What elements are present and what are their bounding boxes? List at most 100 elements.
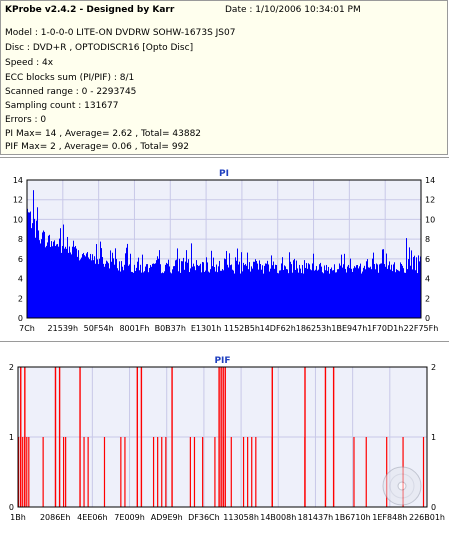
pi-bar — [203, 262, 204, 318]
pi-bar — [351, 268, 352, 318]
pi-bar — [97, 259, 98, 318]
pi-bar — [362, 271, 363, 318]
pi-bar — [76, 248, 77, 318]
pi-bar — [43, 230, 44, 318]
pi-bar — [287, 269, 288, 318]
pif-stats: PIF Max= 2 , Average= 0.06 , Total= 992 — [5, 142, 190, 152]
y-tick-label-left: 2 — [18, 294, 23, 303]
y-tick-label-left: 8 — [18, 235, 23, 244]
pi-bar — [387, 268, 388, 318]
pi-bar — [183, 257, 184, 318]
pi-bar — [83, 252, 84, 318]
pi-bar — [312, 263, 313, 318]
pi-bar — [233, 270, 234, 318]
pi-bar — [278, 273, 279, 318]
pi-bar — [154, 263, 155, 318]
pi-bar — [352, 271, 353, 318]
x-tick-label: 22F75Fh — [404, 324, 439, 333]
pi-bar — [350, 258, 351, 318]
pi-bar — [204, 271, 205, 318]
pi-bar — [348, 264, 349, 318]
pi-bar — [377, 264, 378, 318]
pi-bar — [402, 265, 403, 318]
pi-bar — [228, 267, 229, 318]
pif-bar — [124, 437, 126, 507]
pi-bar — [123, 270, 124, 318]
pif-bar — [165, 437, 167, 507]
pi-bar — [259, 260, 260, 318]
pi-bar — [399, 271, 400, 318]
pi-bar — [55, 246, 56, 318]
x-tick-label: 1Bh — [10, 513, 26, 522]
pi-bar — [126, 247, 127, 318]
pi-bar — [243, 262, 244, 318]
pif-bar — [255, 437, 257, 507]
pi-bar — [143, 272, 144, 318]
pi-bar — [308, 263, 309, 318]
pi-bar — [63, 224, 64, 318]
pi-bar — [117, 268, 118, 318]
pi-bar — [178, 271, 179, 318]
x-tick-label: 113058h — [223, 513, 259, 522]
pi-bar — [295, 269, 296, 318]
pi-bar — [122, 266, 123, 318]
pi-bar — [375, 269, 376, 318]
pif-bar — [189, 437, 191, 507]
pi-bar — [397, 269, 398, 318]
pi-bar — [112, 252, 113, 318]
y-tick-label-right: 0 — [425, 314, 430, 323]
y-tick-label-right: 2 — [425, 294, 430, 303]
pi-bar — [279, 270, 280, 318]
x-tick-label: 7Ch — [19, 324, 35, 333]
pi-bar — [325, 270, 326, 318]
pi-bar — [188, 259, 189, 318]
pi-bar — [93, 260, 94, 318]
pi-bar — [206, 257, 207, 318]
pif-bar — [202, 437, 204, 507]
pi-bar — [32, 223, 33, 318]
pi-bar — [175, 260, 176, 318]
pi-bar — [42, 232, 43, 318]
pi-bar — [219, 260, 220, 318]
pi-bar — [284, 265, 285, 318]
pi-bar — [418, 255, 419, 318]
pi-bar — [396, 269, 397, 318]
pi-bar — [111, 261, 112, 318]
pi-bar — [372, 258, 373, 318]
pi-bar — [212, 266, 213, 318]
pi-bar — [335, 272, 336, 318]
pif-bar — [193, 437, 196, 507]
pi-bar — [103, 263, 104, 318]
pi-bar — [342, 267, 343, 318]
pi-bar — [208, 271, 209, 318]
pi-bar — [339, 263, 340, 318]
x-tick-label: 226B01h — [409, 513, 445, 522]
pi-bar — [129, 264, 130, 318]
pi-bar — [100, 241, 101, 318]
pif-bar — [62, 437, 65, 507]
pi-bar — [296, 260, 297, 318]
pi-bar — [131, 271, 132, 318]
pi-bar — [255, 259, 256, 318]
pi-bar — [395, 272, 396, 318]
pi-bar — [172, 269, 173, 318]
pi-bar — [201, 272, 202, 318]
pi-bar — [128, 265, 129, 318]
y-tick-label-right: 1 — [431, 433, 436, 442]
pif-bar — [157, 437, 159, 507]
pi-bar — [360, 263, 361, 318]
x-tick-label: 1B6710h — [335, 513, 371, 522]
pi-bar — [174, 266, 175, 318]
pi-bar — [130, 253, 131, 318]
pi-bar — [354, 266, 355, 318]
pif-bar — [386, 437, 388, 507]
pi-bar — [359, 266, 360, 318]
x-tick-label: 14B008h — [260, 513, 296, 522]
pi-bar — [68, 252, 69, 318]
pi-bar — [216, 264, 217, 318]
pi-bar — [391, 264, 392, 318]
pi-bar — [297, 268, 298, 318]
pi-bar — [245, 264, 246, 318]
pi-bar — [317, 270, 318, 318]
pi-bar — [225, 259, 226, 318]
